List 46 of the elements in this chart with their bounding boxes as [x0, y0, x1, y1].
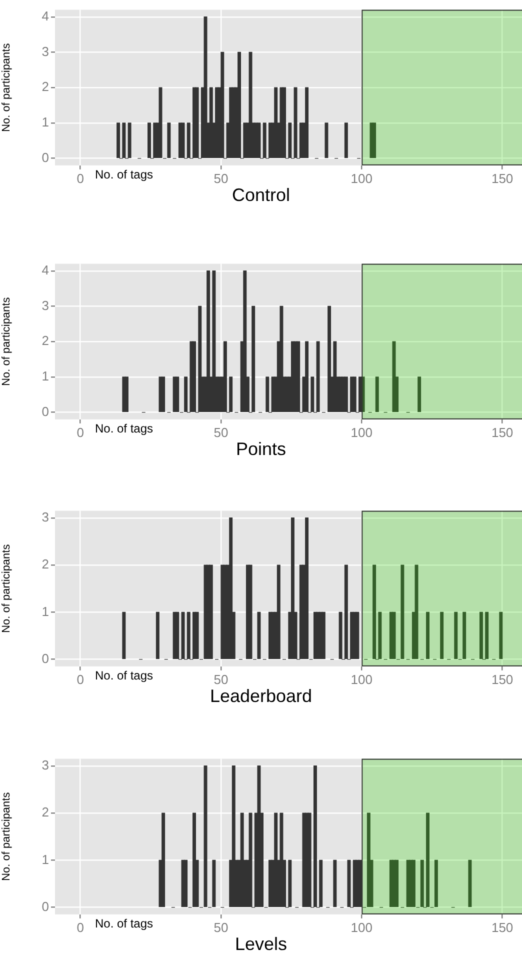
x-tick-label: 0 [76, 920, 84, 935]
x-tick-label: 0 [76, 170, 84, 186]
x-tick-label: 0 [76, 424, 84, 440]
y-tick-label: 0 [42, 650, 49, 666]
y-tick-label: 2 [42, 79, 49, 94]
x-tick-label: 100 [350, 170, 372, 186]
y-tick-label: 0 [42, 150, 49, 165]
y-tick-label: 3 [42, 757, 49, 772]
text: Points [236, 439, 286, 460]
x-tick-label: 50 [214, 170, 228, 186]
y-tick-label: 2 [42, 556, 49, 572]
x-tick-label: 100 [350, 424, 372, 440]
x-tick-label: 0 [76, 672, 84, 687]
text: Control [232, 185, 290, 206]
x-axis-title: No. of tags [95, 422, 154, 436]
x-tick-label: 150 [491, 920, 514, 935]
y-axis-title: No. of participants [0, 792, 13, 881]
y-tick-label: 1 [42, 368, 49, 384]
text: Levels [234, 934, 288, 954]
x-tick-label: 100 [350, 920, 372, 935]
x-tick-label: 50 [214, 424, 228, 440]
y-axis-title: No. of participants [0, 42, 13, 132]
x-tick-label: 150 [491, 424, 514, 440]
x-axis-title: No. of tags [95, 916, 154, 931]
text: Leaderboard [210, 686, 312, 706]
y-tick-label: 2 [42, 804, 49, 820]
y-tick-label: 0 [42, 404, 49, 419]
y-tick-label: 1 [42, 604, 49, 619]
x-tick-label: 50 [214, 672, 228, 687]
x-tick-label: 50 [214, 920, 228, 935]
y-axis-title: No. of participants [0, 544, 13, 633]
y-tick-label: 4 [42, 8, 49, 24]
x-tick-label: 150 [491, 672, 514, 687]
y-tick-label: 1 [42, 852, 49, 867]
y-tick-label: 4 [42, 262, 49, 278]
x-tick-label: 100 [350, 672, 372, 687]
y-tick-label: 3 [42, 509, 49, 524]
y-tick-label: 0 [42, 898, 49, 914]
y-axis-title: No. of participants [0, 296, 13, 386]
y-tick-label: 1 [42, 114, 49, 130]
y-tick-label: 3 [42, 298, 49, 313]
x-axis-title: No. of tags [95, 668, 154, 683]
x-axis-title: No. of tags [95, 168, 154, 182]
y-tick-label: 3 [42, 44, 49, 59]
x-tick-label: 150 [491, 170, 514, 186]
y-tick-label: 2 [42, 333, 49, 348]
